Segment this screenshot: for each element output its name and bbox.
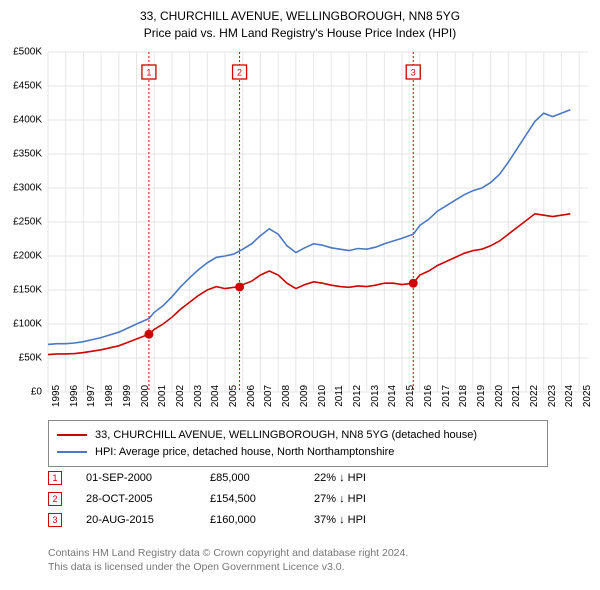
legend-row-2: HPI: Average price, detached house, Nort… <box>57 444 539 461</box>
legend-swatch-1 <box>57 434 87 436</box>
y-tick-label: £350K <box>13 149 42 160</box>
y-tick-label: £200K <box>13 251 42 262</box>
x-tick-label: 2020 <box>494 385 505 407</box>
sales-table: 1 01-SEP-2000 £85,000 22% ↓ HPI 2 28-OCT… <box>48 468 548 531</box>
x-tick-label: 2012 <box>352 385 363 407</box>
x-tick-label: 1996 <box>69 385 80 407</box>
legend-label-2: HPI: Average price, detached house, Nort… <box>95 444 394 461</box>
x-tick-label: 2025 <box>582 385 593 407</box>
x-tick-label: 2011 <box>334 385 345 407</box>
plot-svg: 1 2 3 <box>48 52 588 392</box>
y-tick-label: £500K <box>13 47 42 58</box>
x-tick-label: 2024 <box>564 385 575 407</box>
x-tick-label: 2009 <box>299 385 310 407</box>
legend-row-1: 33, CHURCHILL AVENUE, WELLINGBOROUGH, NN… <box>57 427 539 444</box>
y-tick-label: £100K <box>13 319 42 330</box>
sale-price-3: £160,000 <box>210 510 290 531</box>
x-tick-label: 2015 <box>405 385 416 407</box>
title-block: 33, CHURCHILL AVENUE, WELLINGBOROUGH, NN… <box>0 0 600 42</box>
series-line-0 <box>48 214 570 355</box>
x-tick-label: 2019 <box>476 385 487 407</box>
event-marker-dot <box>144 330 153 339</box>
y-tick-label: £300K <box>13 183 42 194</box>
plot-area: 123 £0£50K£100K£150K£200K£250K£300K£350K… <box>48 52 588 392</box>
x-tick-label: 2023 <box>547 385 558 407</box>
legend-box: 33, CHURCHILL AVENUE, WELLINGBOROUGH, NN… <box>48 420 548 467</box>
legend-label-1: 33, CHURCHILL AVENUE, WELLINGBOROUGH, NN… <box>95 427 477 444</box>
sale-marker-3: 3 <box>48 513 62 527</box>
y-tick-label: £0 <box>31 387 42 398</box>
x-tick-label: 2013 <box>370 385 381 407</box>
event-marker-number: 2 <box>237 68 242 78</box>
event-marker-dot <box>235 282 244 291</box>
event-marker-dot <box>409 279 418 288</box>
event-marker-number: 1 <box>146 68 151 78</box>
sale-row-3: 3 20-AUG-2015 £160,000 37% ↓ HPI <box>48 510 548 531</box>
series-line-1 <box>48 110 570 345</box>
x-tick-label: 2014 <box>387 385 398 407</box>
x-tick-label: 2005 <box>228 385 239 407</box>
x-tick-label: 2016 <box>423 385 434 407</box>
sale-pct-2: 27% ↓ HPI <box>314 489 414 510</box>
sale-marker-1: 1 <box>48 471 62 485</box>
x-tick-label: 2018 <box>458 385 469 407</box>
x-tick-label: 2017 <box>441 385 452 407</box>
legend-swatch-2 <box>57 451 87 453</box>
title-line-2: Price paid vs. HM Land Registry's House … <box>0 25 600 42</box>
sale-price-1: £85,000 <box>210 468 290 489</box>
y-tick-label: £250K <box>13 217 42 228</box>
title-line-1: 33, CHURCHILL AVENUE, WELLINGBOROUGH, NN… <box>0 8 600 25</box>
x-tick-label: 2001 <box>157 385 168 407</box>
event-marker-number: 3 <box>411 68 416 78</box>
footer-line-1: Contains HM Land Registry data © Crown c… <box>48 546 408 560</box>
x-tick-label: 2004 <box>210 385 221 407</box>
x-tick-label: 2008 <box>281 385 292 407</box>
y-tick-label: £400K <box>13 115 42 126</box>
x-tick-label: 2003 <box>193 385 204 407</box>
footer-line-2: This data is licensed under the Open Gov… <box>48 560 408 574</box>
x-tick-label: 1995 <box>51 385 62 407</box>
x-tick-label: 2007 <box>263 385 274 407</box>
y-tick-label: £450K <box>13 81 42 92</box>
x-tick-label: 2022 <box>529 385 540 407</box>
sale-date-2: 28-OCT-2005 <box>86 489 186 510</box>
x-tick-label: 1997 <box>86 385 97 407</box>
sale-date-1: 01-SEP-2000 <box>86 468 186 489</box>
sale-date-3: 20-AUG-2015 <box>86 510 186 531</box>
sale-pct-1: 22% ↓ HPI <box>314 468 414 489</box>
y-tick-label: £150K <box>13 285 42 296</box>
x-tick-label: 2002 <box>175 385 186 407</box>
chart-container: 33, CHURCHILL AVENUE, WELLINGBOROUGH, NN… <box>0 0 600 590</box>
x-tick-label: 1999 <box>122 385 133 407</box>
sale-row-2: 2 28-OCT-2005 £154,500 27% ↓ HPI <box>48 489 548 510</box>
x-tick-label: 2006 <box>246 385 257 407</box>
sale-row-1: 1 01-SEP-2000 £85,000 22% ↓ HPI <box>48 468 548 489</box>
y-tick-label: £50K <box>19 353 42 364</box>
x-tick-label: 2010 <box>317 385 328 407</box>
x-tick-label: 2000 <box>140 385 151 407</box>
footer-note: Contains HM Land Registry data © Crown c… <box>48 546 408 574</box>
sale-marker-2: 2 <box>48 492 62 506</box>
sale-pct-3: 37% ↓ HPI <box>314 510 414 531</box>
sale-price-2: £154,500 <box>210 489 290 510</box>
x-tick-label: 2021 <box>511 385 522 407</box>
x-tick-label: 1998 <box>104 385 115 407</box>
